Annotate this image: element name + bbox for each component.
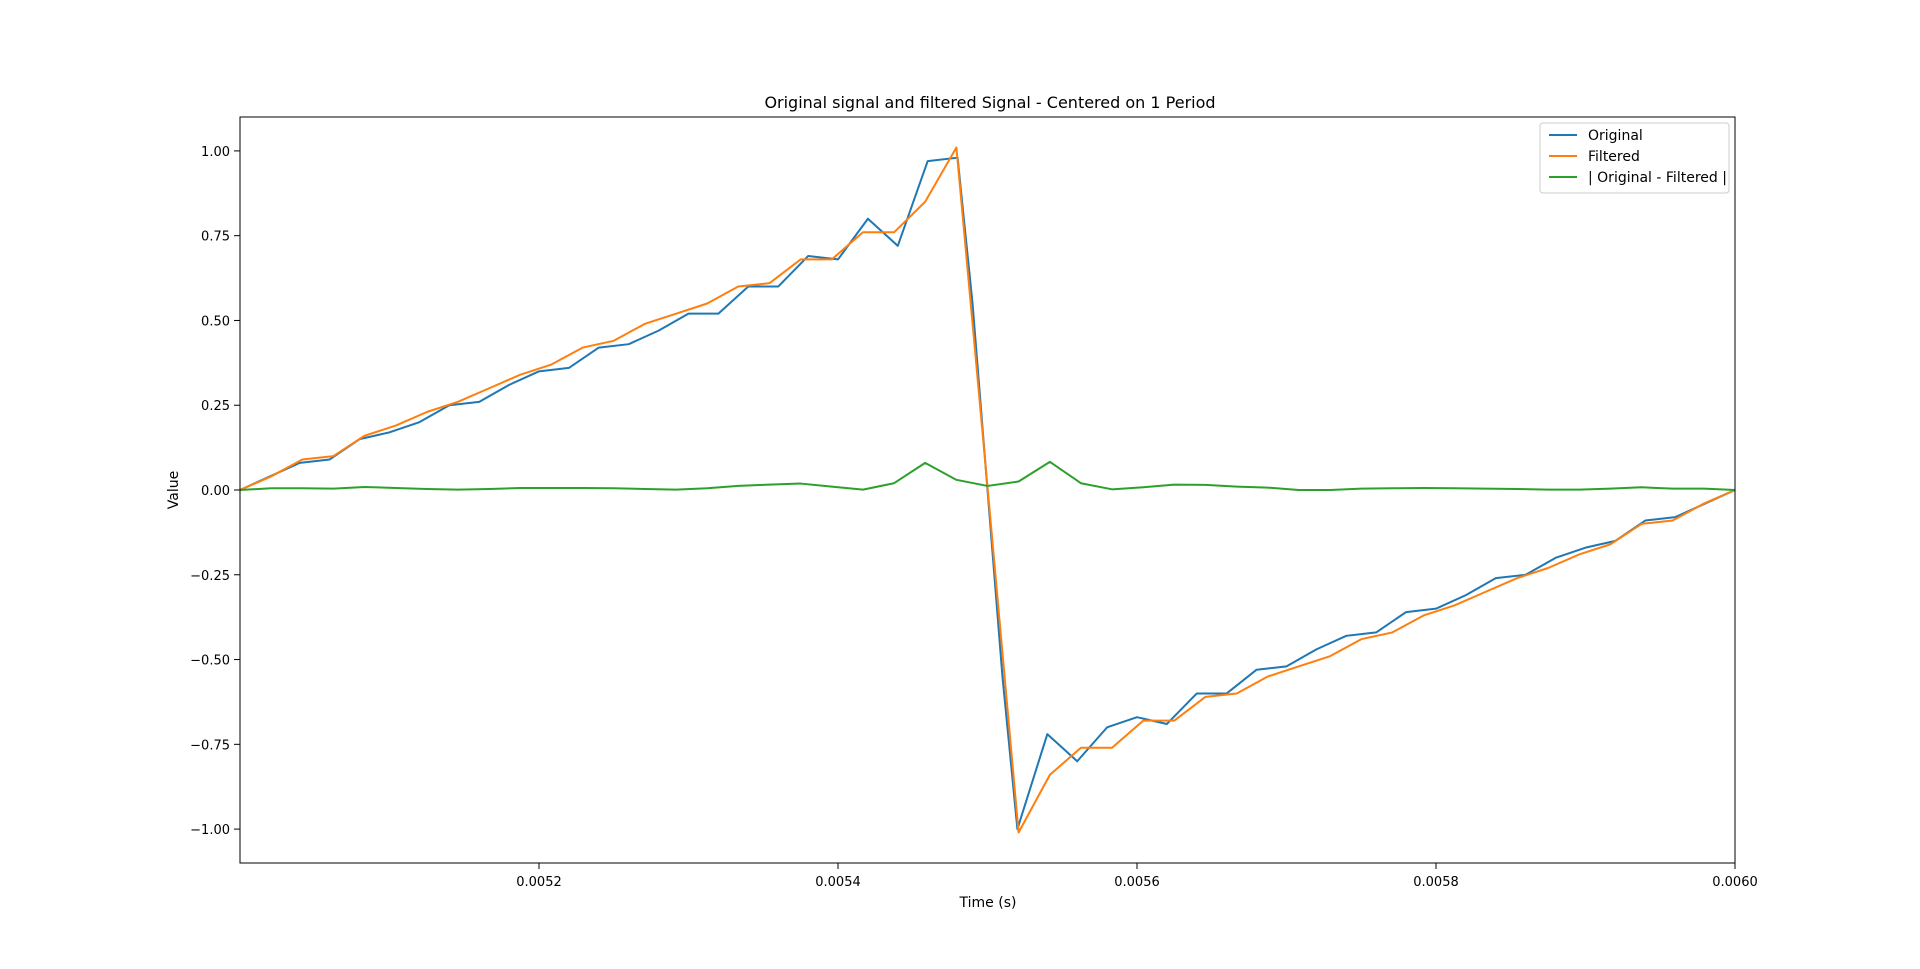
y-axis-label: Value bbox=[166, 471, 182, 509]
y-tick-label: 1.00 bbox=[201, 145, 230, 160]
chart-title: Original signal and filtered Signal - Ce… bbox=[764, 93, 1215, 112]
y-tick-label: −0.25 bbox=[190, 569, 230, 584]
legend: Original Filtered | Original - Filtered … bbox=[1539, 122, 1730, 194]
series-line-difference bbox=[239, 460, 1736, 491]
legend-label-original: Original bbox=[1588, 128, 1643, 144]
y-tick-label: 0.50 bbox=[201, 314, 230, 329]
y-axis-ticks: 1.00 0.75 0.50 0.25 0.00 −0.25 −0.50 −0.75 −1.00 bbox=[190, 145, 240, 838]
y-tick-label: −0.50 bbox=[190, 654, 230, 669]
legend-label-difference: | Original - Filtered | bbox=[1588, 170, 1727, 186]
x-axis-ticks: 0.0052 0.0054 0.0056 0.0058 0.0060 bbox=[516, 863, 1758, 890]
x-tick-label: 0.0054 bbox=[815, 875, 861, 890]
y-tick-label: 0.25 bbox=[201, 399, 230, 414]
y-tick-label: 0.75 bbox=[201, 230, 230, 245]
x-tick-label: 0.0052 bbox=[516, 875, 562, 890]
x-tick-label: 0.0060 bbox=[1712, 875, 1758, 890]
legend-label-filtered: Filtered bbox=[1588, 149, 1640, 165]
x-tick-label: 0.0056 bbox=[1114, 875, 1160, 890]
y-tick-label: 0.00 bbox=[201, 484, 230, 499]
y-tick-label: −1.00 bbox=[190, 823, 230, 838]
x-tick-label: 0.0058 bbox=[1413, 875, 1459, 890]
x-axis-label: Time (s) bbox=[959, 895, 1017, 911]
series-layer bbox=[239, 146, 1736, 834]
y-tick-label: −0.75 bbox=[190, 738, 230, 753]
legend-box bbox=[1539, 122, 1730, 194]
